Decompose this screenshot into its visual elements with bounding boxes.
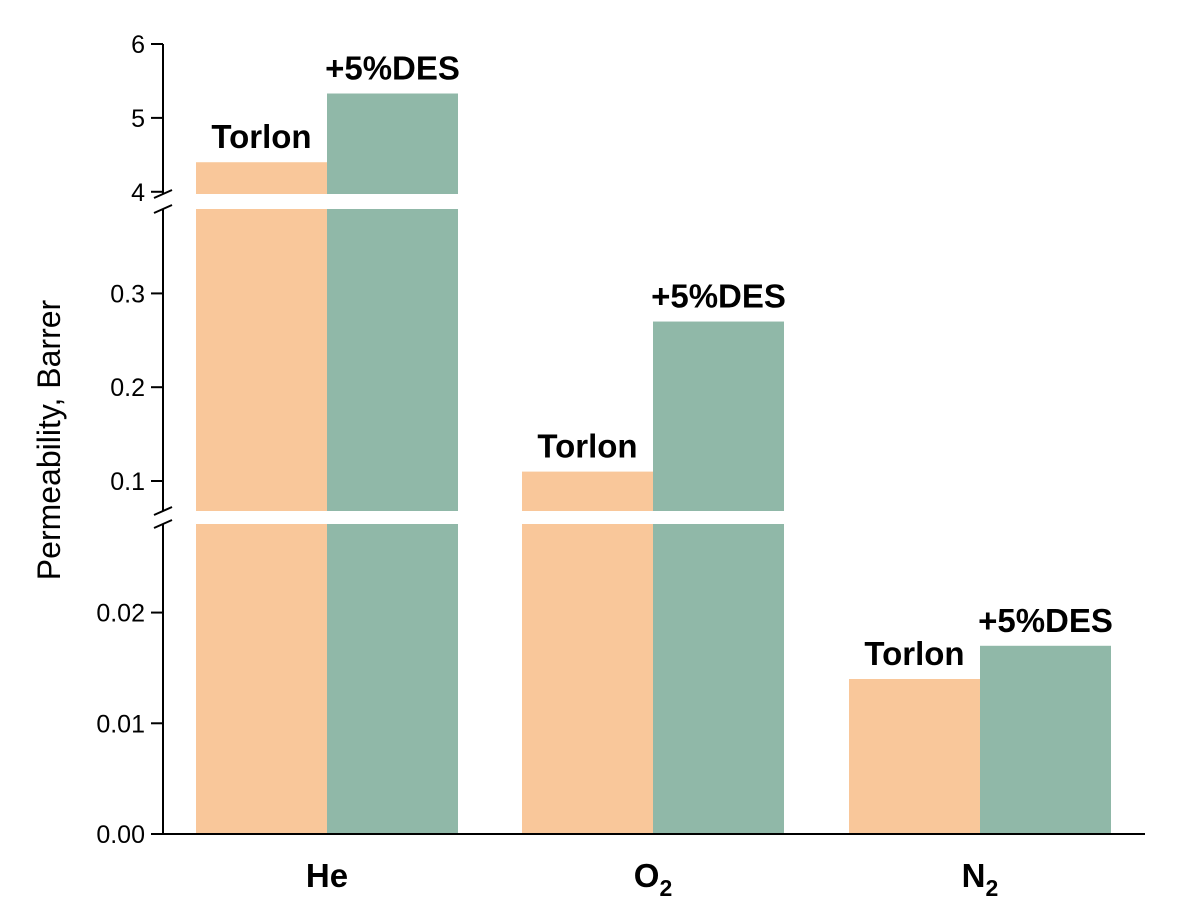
bar-label: Torlon [211,118,311,155]
y-tick-label: 0.01 [96,710,145,738]
axis-break-gap [164,511,1146,524]
y-tick-label: 0.2 [110,374,145,402]
bar-label: +5%DES [325,50,460,87]
y-tick-label: 5 [131,105,145,133]
axis-break-gap [164,194,1146,209]
labels-group: Torlon Torlon Torlon +5%DES +5%DES +5%DES 0.00… [96,31,1113,901]
axis-break-gaps [164,194,1146,524]
bar-torlon-0 [196,162,327,834]
y-tick-label: 0.1 [110,468,145,496]
bar-torlon-1 [522,471,653,834]
bar-label: Torlon [537,428,637,465]
bar-label: +5%DES [978,602,1113,639]
y-tick-label: 6 [131,31,145,59]
bars-group [196,93,1111,835]
axis-break-mark [153,204,173,214]
x-category-label: He [306,857,348,894]
axis-break-mark [153,189,173,199]
y-tick-label: 4 [131,179,145,207]
bar-label: Torlon [864,635,964,672]
bar-des-0 [327,93,458,835]
x-category-label: N2 [962,857,999,901]
y-axis-title: Permeability, Barrer [31,299,67,580]
y-tick-label: 0.02 [96,600,145,628]
bar-label: +5%DES [651,278,786,315]
y-tick-label: 0.3 [110,280,145,308]
axis-break-mark [153,519,173,529]
bar-torlon-2 [849,679,980,834]
x-category-label: O2 [634,857,672,901]
axes-group [151,43,1145,835]
y-tick-label: 0.00 [96,821,145,849]
bar-des-1 [653,321,784,834]
axis-break-mark [153,506,173,516]
bar-des-2 [980,645,1111,834]
